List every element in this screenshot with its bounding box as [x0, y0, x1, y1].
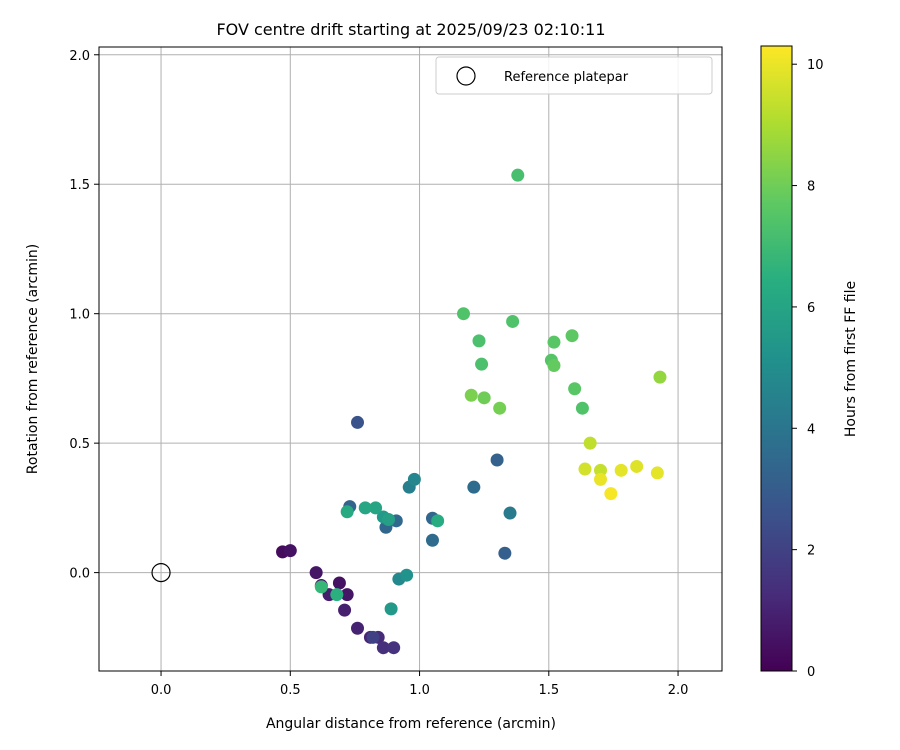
data-point [456, 307, 470, 321]
chart-title: FOV centre drift starting at 2025/09/23 … [216, 20, 605, 39]
data-point [330, 588, 344, 602]
legend: Reference platepar [435, 56, 713, 95]
colorbar-tick-label: 8 [807, 180, 815, 195]
data-point [366, 630, 380, 644]
x-tick-label: 1.0 [409, 683, 430, 698]
data-point [332, 576, 346, 590]
data-point [407, 472, 421, 486]
data-point [604, 487, 618, 501]
colorbar-tick-label: 0 [807, 665, 815, 680]
data-point [382, 513, 396, 527]
x-tick-label: 2.0 [668, 683, 689, 698]
data-point [351, 415, 365, 429]
x-axis-ticks: 0.0 0.5 1.0 1.5 2.0 [151, 671, 689, 698]
colorbar-tick-label: 4 [807, 422, 815, 437]
data-point [475, 357, 489, 371]
data-point [376, 641, 390, 655]
x-tick-label: 0.5 [280, 683, 301, 698]
data-point [338, 603, 352, 617]
data-point [384, 602, 398, 616]
data-point [575, 401, 589, 415]
colorbar-gradient [760, 45, 793, 672]
data-point [369, 501, 383, 515]
data-point [425, 533, 439, 547]
data-point [498, 546, 512, 560]
legend-entry-reference: Reference platepar [504, 70, 629, 85]
legend-box [435, 56, 713, 95]
reference-point [151, 563, 171, 583]
y-tick-label: 2.0 [69, 49, 90, 64]
data-point [578, 462, 592, 476]
data-point [594, 472, 608, 486]
data-point [614, 463, 628, 477]
colorbar-tick-label: 10 [807, 58, 824, 73]
colorbar-ticks: 0 2 4 6 8 10 [792, 58, 824, 680]
data-point [490, 453, 504, 467]
data-point [467, 480, 481, 494]
y-tick-label: 0.5 [69, 437, 90, 452]
data-point [351, 621, 365, 635]
y-tick-label: 0.0 [69, 567, 90, 582]
data-point [400, 568, 414, 582]
data-point [653, 370, 667, 384]
y-tick-label: 1.0 [69, 308, 90, 323]
data-point [472, 334, 486, 348]
data-point [650, 466, 664, 480]
data-point [583, 436, 597, 450]
y-axis-label: Rotation from reference (arcmin) [25, 244, 41, 474]
colorbar-tick-label: 6 [807, 301, 815, 316]
y-tick-label: 1.5 [69, 178, 90, 193]
data-point [387, 641, 401, 655]
data-point [464, 388, 478, 402]
colorbar-tick-label: 2 [807, 544, 815, 559]
plot-frame [98, 46, 723, 672]
data-point [630, 459, 644, 473]
data-point [511, 168, 525, 182]
colorbar: 0 2 4 6 8 10 Hours from first FF file [760, 45, 859, 680]
data-point [493, 401, 507, 415]
data-point [309, 566, 323, 580]
data-point [358, 501, 372, 515]
data-point [565, 329, 579, 343]
colorbar-label: Hours from first FF file [843, 281, 859, 437]
legend-marker-icon [456, 66, 476, 86]
y-axis-ticks: 0.0 0.5 1.0 1.5 2.0 [69, 49, 99, 582]
data-point [594, 463, 608, 477]
data-point [283, 544, 297, 558]
data-point [477, 391, 491, 405]
data-point [503, 506, 517, 520]
data-point [314, 580, 328, 594]
x-tick-label: 1.5 [538, 683, 559, 698]
data-point [340, 505, 354, 519]
data-point [506, 314, 520, 328]
data-point [547, 335, 561, 349]
data-point [547, 358, 561, 372]
data-point [568, 382, 582, 396]
data-point [431, 514, 445, 528]
data-point [340, 588, 354, 602]
data-points [276, 168, 667, 655]
x-axis-label: Angular distance from reference (arcmin) [266, 716, 556, 732]
x-tick-label: 0.0 [151, 683, 172, 698]
